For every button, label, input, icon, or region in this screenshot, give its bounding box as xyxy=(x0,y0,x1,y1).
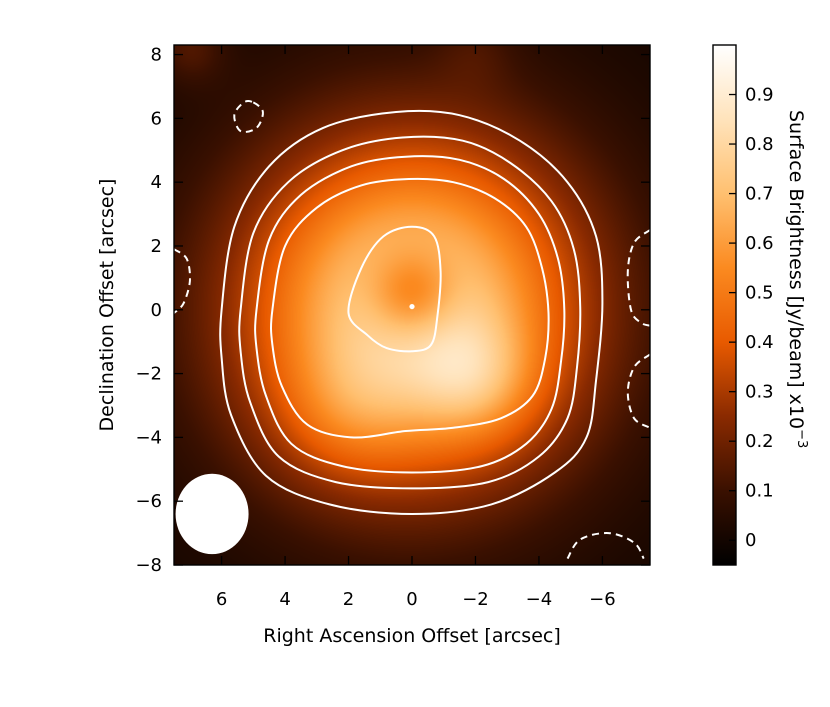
contour-solid-2 xyxy=(238,135,582,490)
y-tick-label-0: 8 xyxy=(151,45,162,66)
peak-marker xyxy=(409,303,415,310)
y-tick-label-8: −8 xyxy=(135,555,162,576)
x-axis-title: Right Ascension Offset [arcsec] xyxy=(263,625,561,647)
contour-solid-4 xyxy=(270,177,550,439)
colorbar-exponent: −3 xyxy=(794,429,809,448)
colorbar-tick-label-2: 0.2 xyxy=(745,431,774,452)
colorbar-title: Surface Brightness [Jy/beam] x10−3 xyxy=(785,110,809,448)
x-tick-label-0: 6 xyxy=(216,589,227,610)
y-tick-label-1: 6 xyxy=(151,108,162,129)
x-tick-label-2: 2 xyxy=(343,589,354,610)
contour-dashed-3 xyxy=(626,229,650,327)
beam-ellipse xyxy=(175,473,249,555)
y-tick-label-3: 2 xyxy=(151,236,162,257)
colorbar-title-text: Surface Brightness [Jy/beam] x10 xyxy=(785,110,807,429)
plot-area xyxy=(173,44,651,566)
y-axis-title: Declination Offset [arcsec] xyxy=(96,179,118,432)
colorbar-gradient xyxy=(713,45,736,565)
contour-solid-5 xyxy=(347,225,442,353)
contour-solid-3 xyxy=(254,155,566,474)
contour-solid-1 xyxy=(219,109,604,516)
contour-dashed-2 xyxy=(174,248,192,314)
colorbar-tick-label-6: 0.6 xyxy=(745,233,774,254)
colorbar-tick-label-5: 0.5 xyxy=(745,283,774,304)
colorbar-tick-label-9: 0.9 xyxy=(745,85,774,106)
y-axis: 8 6 4 2 0 −2 −4 −6 −8 xyxy=(135,45,650,576)
colorbar: 0 0.1 0.2 0.3 0.4 0.5 0.6 0.7 0.8 0.9 Surface Bri… xyxy=(712,44,809,566)
colorbar-tick-label-3: 0.3 xyxy=(745,382,774,403)
colorbar-tick-label-8: 0.8 xyxy=(745,134,774,155)
x-tick-label-5: −4 xyxy=(526,589,553,610)
y-tick-label-6: −4 xyxy=(135,427,162,448)
y-tick-label-5: −2 xyxy=(135,364,162,385)
x-tick-label-3: 0 xyxy=(406,589,417,610)
y-tick-label-2: 4 xyxy=(151,172,162,193)
x-tick-label-6: −6 xyxy=(589,589,616,610)
x-tick-label-1: 4 xyxy=(279,589,290,610)
x-tick-label-4: −2 xyxy=(462,589,489,610)
colorbar-tick-label-4: 0.4 xyxy=(745,332,774,353)
colorbar-frame xyxy=(712,44,737,566)
colorbar-ticks: 0 0.1 0.2 0.3 0.4 0.5 0.6 0.7 0.8 0.9 xyxy=(729,85,774,551)
x-axis: 6 4 2 0 −2 −4 −6 xyxy=(216,45,616,610)
contour-dashed-4 xyxy=(626,353,650,429)
colorbar-tick-label-7: 0.7 xyxy=(745,184,774,205)
contour-dashed-5 xyxy=(566,532,645,560)
y-tick-label-7: −6 xyxy=(135,491,162,512)
contour-layer xyxy=(174,100,650,560)
y-tick-label-4: 0 xyxy=(151,300,162,321)
contour-dashed-1 xyxy=(233,100,264,133)
colorbar-tick-label-0: 0 xyxy=(745,530,756,551)
colorbar-tick-label-1: 0.1 xyxy=(745,481,774,502)
